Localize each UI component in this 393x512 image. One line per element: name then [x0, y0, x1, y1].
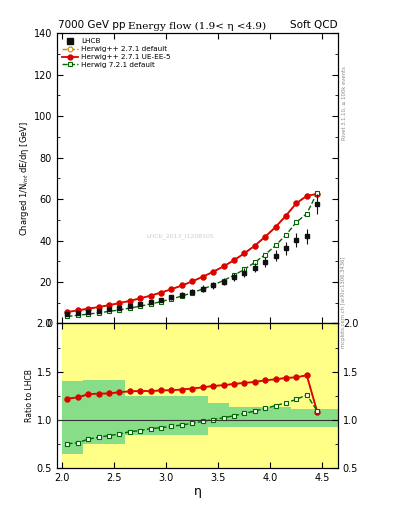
- Text: 7000 GeV pp: 7000 GeV pp: [58, 20, 126, 31]
- Y-axis label: Charged 1/N$_{int}$ dE/dη [GeV]: Charged 1/N$_{int}$ dE/dη [GeV]: [18, 121, 31, 236]
- Text: Rivet 3.1.10, ≥ 100k events: Rivet 3.1.10, ≥ 100k events: [342, 67, 346, 140]
- X-axis label: η: η: [193, 485, 202, 498]
- Y-axis label: Ratio to LHCB: Ratio to LHCB: [25, 370, 34, 422]
- Legend: LHCB, Herwig++ 2.7.1 default, Herwig++ 2.7.1 UE-EE-5, Herwig 7.2.1 default: LHCB, Herwig++ 2.7.1 default, Herwig++ 2…: [61, 37, 172, 70]
- Text: mcplots.cern.ch [arXiv:1306.3436]: mcplots.cern.ch [arXiv:1306.3436]: [342, 256, 346, 348]
- Text: Soft QCD: Soft QCD: [290, 20, 337, 31]
- Title: Energy flow (1.9< η <4.9): Energy flow (1.9< η <4.9): [129, 22, 266, 31]
- Text: LHCb_2013_I1208105: LHCb_2013_I1208105: [147, 233, 215, 239]
